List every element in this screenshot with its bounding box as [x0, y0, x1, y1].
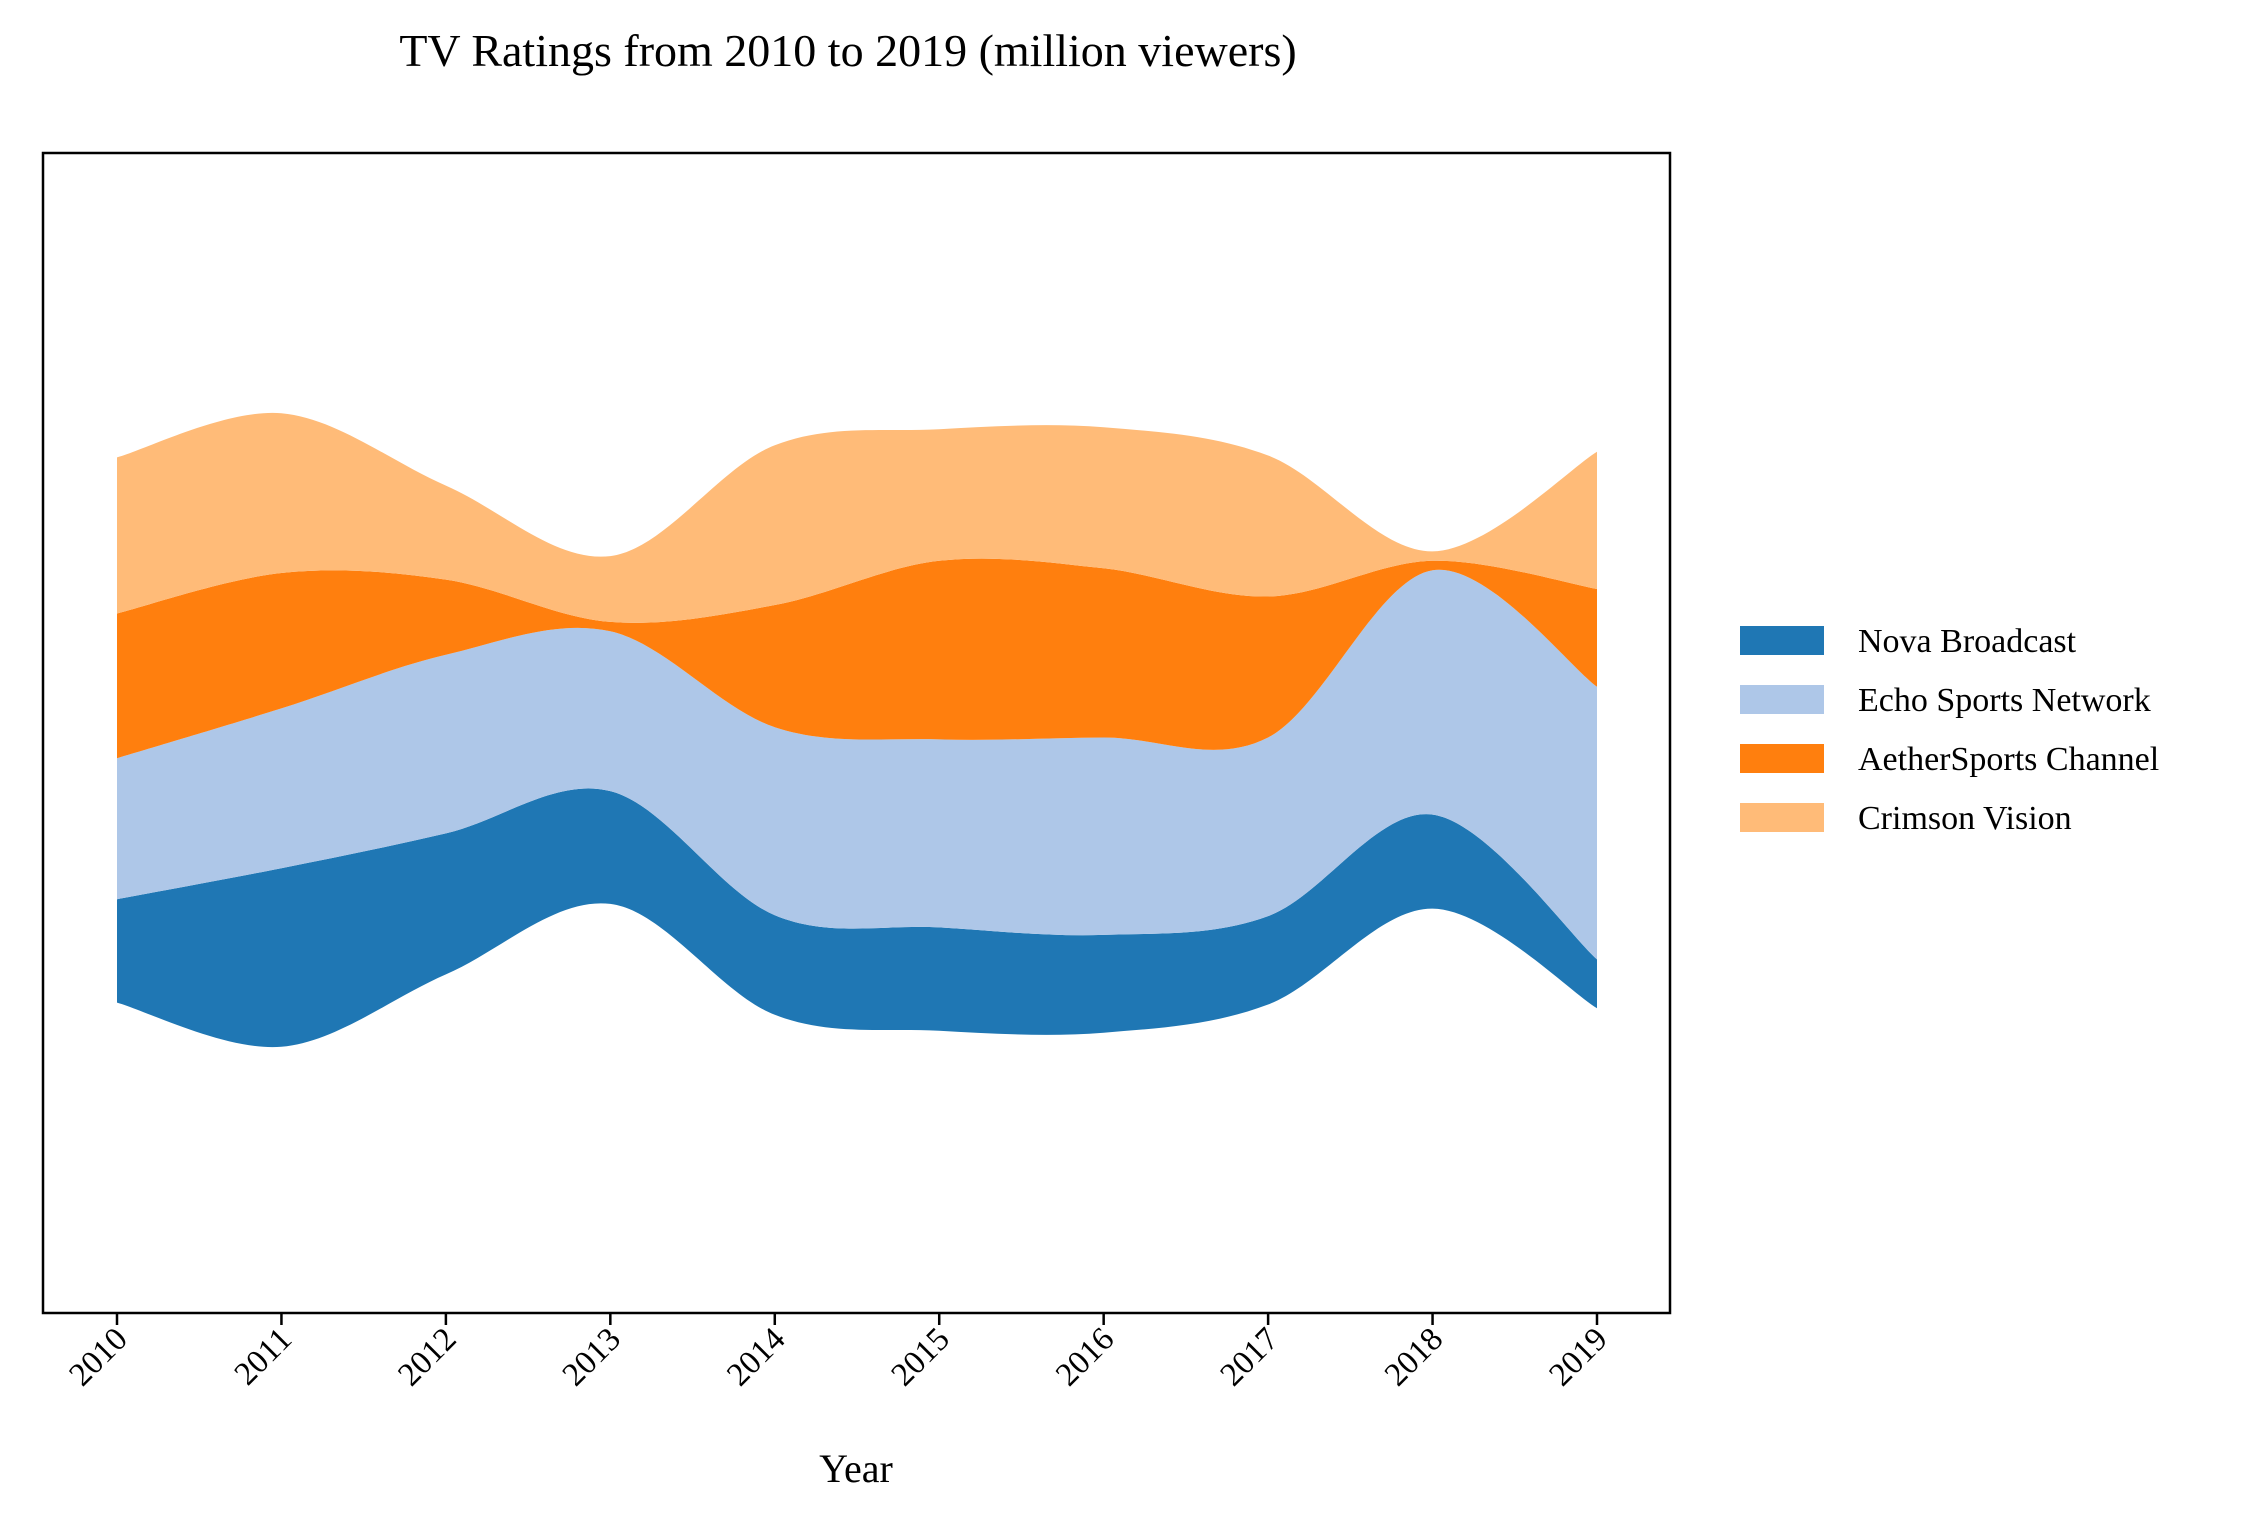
x-tick-label: 2014: [720, 1321, 792, 1393]
stream-layer-aethersports-channel: [117, 558, 1597, 759]
legend-label: AetherSports Channel: [1858, 741, 2159, 778]
legend-swatch: [1740, 626, 1824, 655]
x-tick-label: 2013: [556, 1321, 628, 1393]
legend-label: Nova Broadcast: [1858, 623, 2077, 660]
plot-frame: [41, 151, 1672, 1315]
legend-swatch: [1740, 744, 1824, 773]
legend-label: Crimson Vision: [1858, 800, 2072, 837]
chart-title: TV Ratings from 2010 to 2019 (million vi…: [399, 25, 1296, 76]
x-tick-label: 2012: [391, 1321, 463, 1393]
x-tick-label: 2010: [63, 1321, 135, 1393]
x-tick-label: 2018: [1378, 1321, 1450, 1393]
x-axis: 2010 2011 2012 2013 2014 2015 2016 2017 2018 2019: [63, 1313, 1615, 1393]
legend: Nova Broadcast Echo Sports Network AetherS…: [1740, 623, 2159, 837]
legend-label: Echo Sports Network: [1858, 682, 2151, 719]
x-tick-label: 2016: [1049, 1321, 1121, 1393]
x-tick-label: 2019: [1543, 1321, 1615, 1393]
x-tick-label: 2017: [1214, 1321, 1286, 1393]
x-axis-label: Year: [819, 1446, 893, 1491]
x-tick-label: 2011: [228, 1321, 299, 1392]
stream-layers: [117, 412, 1597, 1048]
legend-swatch: [1740, 803, 1824, 832]
stream-layer-nova-broadcast: [117, 788, 1597, 1048]
stream-layer-crimson-vision: [117, 412, 1597, 623]
stream-layer-echo-sports-network: [117, 569, 1597, 960]
x-tick-label: 2015: [885, 1321, 957, 1393]
legend-swatch: [1740, 685, 1824, 714]
